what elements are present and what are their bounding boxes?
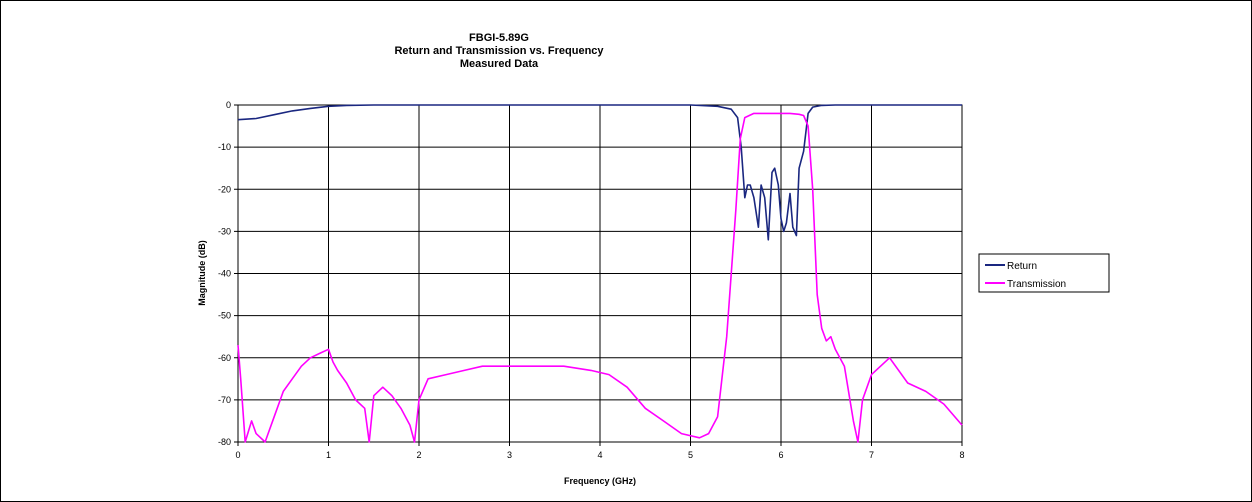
series-line-return (237, 104, 962, 241)
series-line-transmission (237, 112, 963, 443)
chart-title: FBGI-5.89G (469, 32, 529, 44)
legend-label-return: Return (1007, 261, 1037, 272)
y-tick-label: -60 (218, 353, 231, 363)
x-tick-label: 6 (778, 450, 783, 460)
chart-subtitle: Return and Transmission vs. Frequency (394, 45, 604, 57)
series-lines (237, 104, 963, 443)
x-axis-label: Frequency (GHz) (564, 476, 636, 486)
legend: Return Transmission (978, 253, 1110, 293)
x-tick-label: 7 (869, 450, 874, 460)
y-tick-label: -30 (218, 226, 231, 236)
x-tick-label: 4 (597, 450, 602, 460)
chart-subtitle-2: Measured Data (460, 58, 539, 70)
legend-label-transmission: Transmission (1007, 279, 1066, 290)
grid-lines (238, 105, 962, 442)
y-tick-label: -50 (218, 311, 231, 321)
y-tick-label: 0 (226, 100, 231, 110)
legend-box (978, 253, 1110, 293)
x-tick-label: 3 (507, 450, 512, 460)
y-tick-label: -10 (218, 142, 231, 152)
y-tick-label: -20 (218, 184, 231, 194)
x-tick-label: 0 (235, 450, 240, 460)
y-tick-label: -40 (218, 269, 231, 279)
axis-ticks: 0 1 2 3 4 5 6 7 8 0 -10 -20 -30 -40 -50 -60 -70 -80 (218, 100, 965, 460)
y-tick-label: -70 (218, 395, 231, 405)
y-axis-label: Magnitude (dB) (197, 240, 207, 306)
y-tick-label: -80 (218, 437, 231, 447)
x-tick-label: 2 (416, 450, 421, 460)
x-tick-label: 5 (688, 450, 693, 460)
x-tick-label: 8 (959, 450, 964, 460)
x-tick-label: 1 (326, 450, 331, 460)
